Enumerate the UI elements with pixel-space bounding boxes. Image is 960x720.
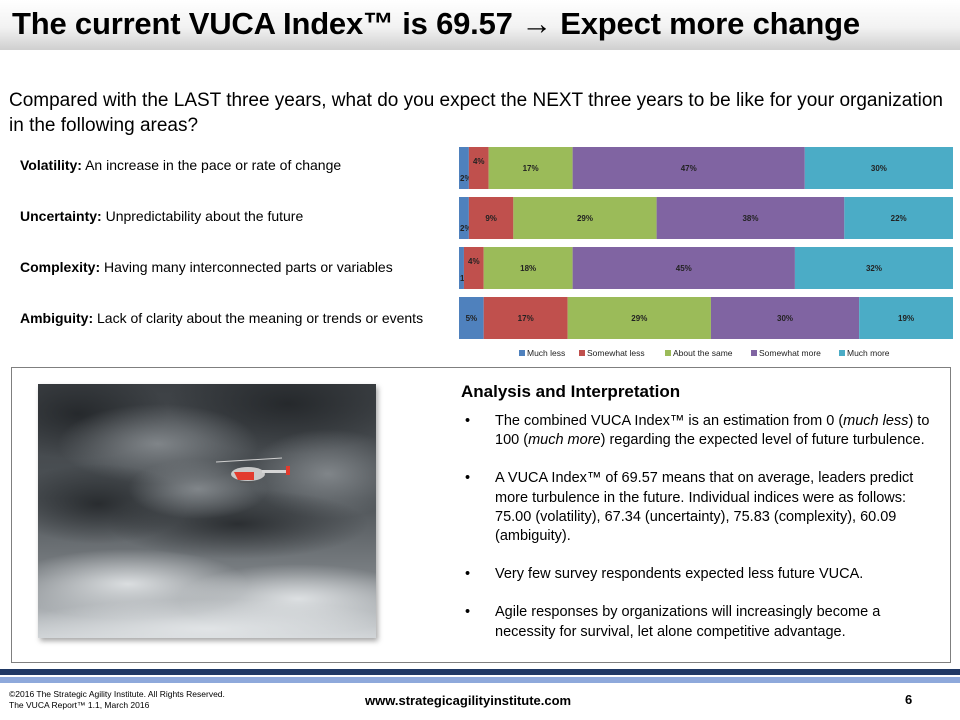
- storm-clouds-image: [38, 384, 376, 638]
- data-label: 29%: [631, 314, 647, 323]
- legend-swatch: [751, 350, 757, 356]
- legend-swatch: [665, 350, 671, 356]
- bullet-point: •: [465, 413, 471, 429]
- category-description: Lack of clarity about the meaning or tre…: [97, 310, 424, 326]
- data-label: 17%: [523, 164, 539, 173]
- bullet-emphasis: much more: [528, 432, 601, 449]
- title-bar: The current VUCA Index™ is 69.57 → Expec…: [0, 0, 960, 50]
- data-label: 4%: [468, 257, 480, 266]
- data-label: 2%: [460, 224, 472, 233]
- footer-divider: [0, 669, 960, 675]
- bullet-item: • A VUCA Index™ of 69.57 means that on av…: [452, 469, 932, 546]
- survey-question: Compared with the LAST three years, what…: [9, 90, 943, 136]
- bar-segment-uncertainty-much-less: [459, 197, 469, 239]
- bar-segment-complexity-about-the-same: [483, 247, 573, 289]
- legend-label: Much less: [527, 348, 565, 358]
- bar-segment-complexity-much-less: [459, 247, 464, 289]
- bullet-point: •: [465, 566, 471, 583]
- bar-segment-volatility-much-less: [459, 147, 469, 189]
- bar-segment-ambiguity-much-more: [859, 297, 953, 339]
- bullet-text: ) to 100 (: [495, 413, 930, 449]
- category-description: Having many interconnected parts or vari…: [104, 259, 393, 275]
- legend-label: Somewhat less: [587, 348, 645, 358]
- data-label: 30%: [777, 314, 793, 323]
- data-label: 18%: [520, 264, 536, 273]
- bar-segment-uncertainty-somewhat-less: [468, 197, 514, 239]
- bar-segment-volatility-somewhat-more: [572, 147, 805, 189]
- data-label: 4%: [473, 157, 485, 166]
- data-label: 17%: [518, 314, 534, 323]
- bullet-item: • Agile responses by organizations will i…: [452, 603, 932, 641]
- copyright-notice: ©2016 The Strategic Agility Institute. A…: [9, 689, 225, 711]
- bar-segment-volatility-much-more: [804, 147, 953, 189]
- bullet-point: •: [465, 604, 471, 621]
- data-label: 47%: [681, 164, 697, 173]
- bullet-emphasis: much less: [843, 413, 909, 429]
- bar-segment-complexity-somewhat-more: [572, 247, 795, 289]
- legend-swatch: [519, 350, 525, 356]
- data-label: 9%: [485, 214, 497, 223]
- bar-segment-ambiguity-somewhat-more: [710, 297, 860, 339]
- category-label-uncertainty: Uncertainty: Unpredictability about the …: [20, 208, 303, 224]
- category-name: Volatility:: [20, 157, 82, 173]
- bar-segment-ambiguity-somewhat-less: [483, 297, 568, 339]
- bullet-text: ) regarding the expected level of future…: [600, 432, 925, 449]
- category-label-ambiguity: Ambiguity: Lack of clarity about the mea…: [20, 310, 423, 326]
- copyright-line: ©2016 The Strategic Agility Institute. A…: [9, 689, 225, 699]
- bullet-item: • The combined VUCA Index™ is an estimati…: [452, 412, 932, 450]
- bullet-text: A VUCA Index™ of 69.57 means that on ave…: [495, 470, 914, 545]
- data-label: 19%: [898, 314, 914, 323]
- bar-segment-complexity-somewhat-less: [463, 247, 484, 289]
- data-label: 30%: [871, 164, 887, 173]
- legend-swatch: [579, 350, 585, 356]
- helicopter-icon: [215, 457, 290, 483]
- category-label-complexity: Complexity: Having many interconnected p…: [20, 259, 393, 275]
- bar-segment-ambiguity-about-the-same: [567, 297, 711, 339]
- legend-label: Much more: [847, 348, 890, 358]
- data-label: 32%: [866, 264, 882, 273]
- legend-label: Somewhat more: [759, 348, 821, 358]
- analysis-panel: Analysis and Interpretation • The combine…: [11, 367, 951, 663]
- data-label: 5%: [466, 314, 478, 323]
- bar-segment-uncertainty-somewhat-more: [656, 197, 845, 239]
- category-label-volatility: Volatility: An increase in the pace or r…: [20, 157, 341, 173]
- page-number: 6: [905, 692, 913, 707]
- bar-segment-volatility-about-the-same: [488, 147, 573, 189]
- legend-label: About the same: [673, 348, 733, 358]
- storm-helicopter-photo: [38, 384, 376, 638]
- analysis-heading: Analysis and Interpretation: [461, 382, 681, 401]
- bullet-point: •: [465, 470, 471, 487]
- bar-segment-volatility-somewhat-less: [468, 147, 489, 189]
- stacked-bar-chart: 2%4%17%47%30%2%9%29%38%22%1%4%18%45%32%5…: [459, 147, 953, 358]
- data-label: 38%: [742, 214, 758, 223]
- website-link[interactable]: www.strategicagilityinstitute.com: [365, 693, 572, 708]
- bullet-text: Agile responses by organizations will in…: [495, 604, 881, 640]
- legend-swatch: [839, 350, 845, 356]
- footer-divider-accent: [0, 677, 960, 683]
- data-label: 45%: [676, 264, 692, 273]
- data-label: 22%: [891, 214, 907, 223]
- data-label: 2%: [460, 174, 472, 183]
- bar-segment-ambiguity-much-less: [459, 297, 484, 339]
- category-description: Unpredictability about the future: [105, 208, 304, 224]
- data-label: 29%: [577, 214, 593, 223]
- category-name: Uncertainty:: [20, 208, 102, 224]
- bar-segment-complexity-much-more: [794, 247, 953, 289]
- category-description: An increase in the pace or rate of chang…: [85, 157, 342, 173]
- analysis-bullet-list: • The combined VUCA Index™ is an estimati…: [452, 412, 932, 661]
- bullet-text: The combined VUCA Index™ is an estimatio…: [495, 413, 844, 429]
- bullet-text: Very few survey respondents expected les…: [495, 566, 864, 583]
- bullet-item: • Very few survey respondents expected le…: [452, 565, 932, 584]
- bar-segment-uncertainty-about-the-same: [513, 197, 657, 239]
- slide-title: The current VUCA Index™ is 69.57 → Expec…: [12, 6, 860, 41]
- category-name: Ambiguity:: [20, 310, 94, 326]
- bar-segment-uncertainty-much-more: [844, 197, 953, 239]
- category-name: Complexity:: [20, 259, 101, 275]
- report-version: The VUCA Report™ 1.1, March 2016: [9, 700, 150, 710]
